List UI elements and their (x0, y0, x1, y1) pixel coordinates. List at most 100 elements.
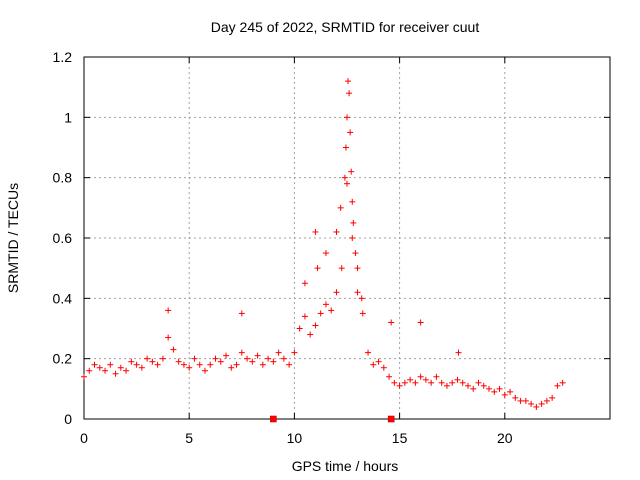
data-point (470, 385, 477, 392)
data-point (352, 250, 359, 257)
data-point (307, 331, 314, 338)
data-point (438, 379, 445, 386)
x-axis-label: GPS time / hours (292, 458, 399, 474)
data-point (107, 361, 114, 368)
data-point (459, 379, 466, 386)
data-point (338, 265, 345, 272)
data-point (507, 388, 514, 395)
data-point (301, 313, 308, 320)
data-point (358, 295, 365, 302)
data-point (386, 373, 393, 380)
data-point (443, 382, 450, 389)
y-tick-label: 0.8 (53, 170, 73, 186)
data-point (428, 379, 435, 386)
data-point (159, 355, 166, 362)
data-point (280, 355, 287, 362)
y-tick-label: 1 (64, 109, 72, 125)
data-point (349, 198, 356, 205)
x-tick-label: 10 (287, 430, 303, 446)
data-point (512, 394, 519, 401)
y-axis-label: SRMTID / TECUs (5, 183, 21, 293)
data-point (333, 289, 340, 296)
data-point (501, 391, 508, 398)
data-point (346, 90, 353, 97)
data-point (454, 376, 461, 383)
data-point (265, 355, 272, 362)
data-point (449, 379, 456, 386)
data-point (96, 364, 103, 371)
data-point (314, 265, 321, 272)
x-tick-label: 15 (392, 430, 408, 446)
data-point (322, 301, 329, 308)
x-tick-label: 0 (80, 430, 88, 446)
data-point (328, 307, 335, 314)
data-point (344, 180, 350, 187)
data-point (291, 349, 298, 356)
data-point (117, 364, 124, 371)
y-tick-label: 0 (64, 411, 72, 427)
y-tick-label: 0.6 (53, 230, 73, 246)
data-point (365, 349, 372, 356)
data-point (244, 355, 251, 362)
data-point (412, 379, 419, 386)
chart-title: Day 245 of 2022, SRMTID for receiver cuu… (211, 19, 480, 35)
data-point (388, 319, 395, 326)
data-point (112, 370, 119, 377)
data-point (275, 349, 282, 356)
data-point (270, 358, 277, 365)
data-point (517, 397, 524, 404)
plot-frame (83, 56, 611, 420)
data-point (191, 355, 198, 362)
data-point (238, 349, 245, 356)
data-point (138, 364, 145, 371)
data-point (212, 355, 219, 362)
y-tick-label: 0.2 (53, 351, 73, 367)
data-point (464, 382, 471, 389)
data-point (207, 361, 214, 368)
data-point (538, 400, 545, 407)
axis-ticks: 0 5 10 15 20 0 0.2 0.4 0.6 0.8 1 1.2 (53, 49, 610, 446)
data-point (254, 352, 261, 359)
data-point (528, 400, 535, 407)
data-point (228, 364, 235, 371)
data-point (496, 385, 503, 392)
data-point (317, 310, 324, 317)
data-point (175, 358, 182, 365)
data-point (354, 265, 361, 272)
data-point (407, 376, 414, 383)
data-point (417, 373, 424, 380)
data-point (186, 364, 193, 371)
data-point (144, 355, 151, 362)
data-point (522, 397, 529, 404)
data-point (337, 204, 344, 211)
data-point (533, 403, 540, 410)
data-point (486, 385, 493, 392)
data-point (348, 168, 355, 175)
data-point (480, 382, 487, 389)
data-point (359, 310, 366, 317)
data-point (370, 361, 377, 368)
data-point (344, 114, 350, 121)
data-point (312, 228, 319, 235)
grid (84, 57, 610, 419)
data-point (123, 367, 130, 374)
data-point (491, 388, 498, 395)
data-point (180, 361, 187, 368)
data-point (455, 349, 462, 356)
data-point (133, 361, 140, 368)
data-point (128, 358, 135, 365)
data-point (543, 397, 550, 404)
data-point (322, 250, 329, 257)
data-point (354, 289, 361, 296)
data-point (296, 325, 303, 332)
data-point (342, 144, 349, 151)
data-point (391, 379, 398, 386)
data-point (238, 310, 245, 317)
data-point (91, 361, 98, 368)
data-point (349, 235, 356, 241)
data-point (86, 367, 93, 374)
baseline-marker (270, 415, 277, 423)
data-point (375, 358, 382, 365)
data-point (417, 319, 424, 326)
